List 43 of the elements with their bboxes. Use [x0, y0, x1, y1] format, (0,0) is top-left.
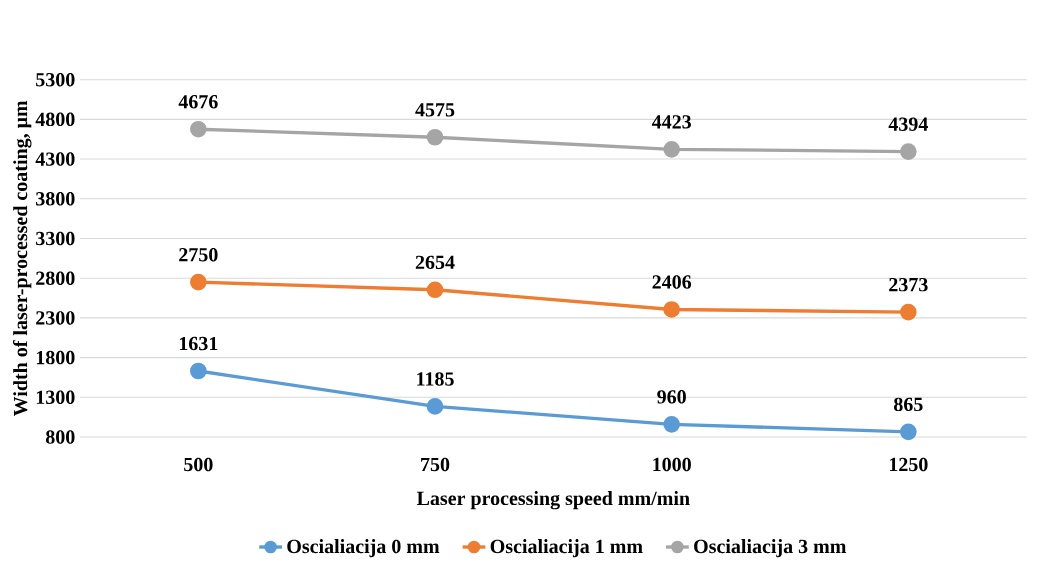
x-tick-label: 500 [184, 457, 213, 472]
y-axis-title: Width of laser-processed coating, μm [12, 100, 32, 417]
data-label: 4423 [651, 115, 691, 129]
legend-label: Oscialiacija 0 mm [287, 539, 440, 558]
point [190, 120, 207, 138]
data-label: 2373 [889, 277, 928, 292]
point [663, 301, 681, 318]
y-tick-label: 3300 [36, 231, 75, 246]
point [900, 143, 917, 160]
data-label: 2750 [179, 247, 218, 262]
y-tick-label: 1300 [36, 390, 75, 405]
x-tick-label: 1000 [653, 457, 691, 472]
y-tick-label: 3800 [36, 192, 75, 206]
data-label: 960 [657, 390, 686, 404]
point [663, 140, 681, 158]
data-label: 1185 [417, 372, 454, 386]
y-tick-label: 800 [45, 430, 75, 444]
data-label: 1631 [179, 336, 218, 351]
y-tick-label: 2300 [36, 311, 75, 325]
x-tick-label: 750 [421, 457, 450, 472]
data-label: 4575 [415, 103, 455, 117]
point [426, 281, 444, 299]
y-tick-label: 4300 [35, 152, 75, 166]
y-tick-label: 4800 [35, 112, 75, 127]
point [190, 273, 207, 291]
point [426, 398, 444, 415]
x-tick-label: 1250 [889, 457, 928, 472]
data-label: 2654 [415, 255, 455, 270]
y-tick-label: 1800 [36, 350, 75, 365]
legend-label: Oscialiacija 1 mm [490, 539, 643, 558]
legend-label: Oscialiacija 3 mm [694, 539, 847, 558]
data-label: 865 [894, 397, 923, 412]
point [426, 128, 444, 146]
data-label: 4676 [178, 95, 218, 109]
y-tick-label: 2800 [36, 271, 75, 285]
y-tick-label: 5300 [36, 72, 75, 87]
point [190, 362, 207, 380]
point [900, 423, 917, 441]
point [900, 303, 917, 321]
data-label: 2406 [652, 275, 692, 289]
data-label: 4394 [888, 117, 928, 131]
x-axis-title: Laser processing speed mm/min [416, 491, 690, 510]
point [663, 415, 681, 433]
